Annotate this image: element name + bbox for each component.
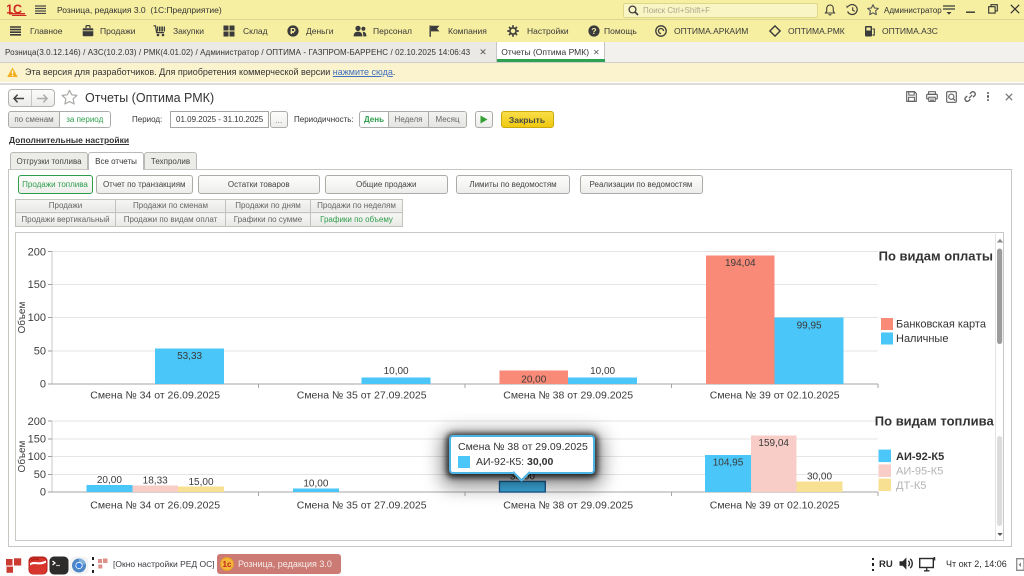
svg-text:P: P: [290, 26, 296, 36]
svg-text:Смена № 38 от 29.09.2025: Смена № 38 от 29.09.2025: [503, 389, 633, 401]
svg-text:ДТ-К5: ДТ-К5: [896, 479, 926, 491]
svg-text:Смена № 34 от 26.09.2025: Смена № 34 от 26.09.2025: [90, 389, 220, 401]
svg-text:200: 200: [28, 416, 46, 428]
svg-text:АИ-95-К5: АИ-95-К5: [896, 465, 943, 477]
svg-text:20,00: 20,00: [97, 475, 122, 486]
svg-text:194,04: 194,04: [725, 257, 756, 268]
svg-text:104,95: 104,95: [713, 457, 744, 468]
svg-text:20,00: 20,00: [521, 374, 546, 385]
svg-text:100: 100: [28, 312, 46, 324]
svg-text:15,00: 15,00: [188, 476, 213, 487]
svg-text:10,00: 10,00: [590, 366, 615, 377]
svg-text:0: 0: [40, 378, 46, 390]
svg-text:По видам оплаты: По видам оплаты: [879, 248, 993, 263]
svg-text:0: 0: [40, 486, 46, 498]
svg-text:Смена № 39 от 02.10.2025: Смена № 39 от 02.10.2025: [710, 389, 840, 401]
svg-text:150: 150: [28, 279, 46, 291]
svg-text:По видам топлива: По видам топлива: [875, 413, 995, 428]
svg-text:50: 50: [34, 468, 46, 480]
svg-text:10,00: 10,00: [303, 478, 328, 489]
svg-text:Смена № 35 от 27.09.2025: Смена № 35 от 27.09.2025: [297, 389, 427, 401]
svg-text:1С: 1С: [7, 3, 22, 16]
svg-text:Объем: Объем: [16, 301, 28, 333]
svg-text:53,33: 53,33: [177, 351, 202, 362]
svg-text:99,95: 99,95: [797, 320, 822, 331]
svg-text:Смена № 39 от 02.10.2025: Смена № 39 от 02.10.2025: [710, 499, 840, 511]
svg-text:АИ-92-К5: АИ-92-К5: [896, 450, 944, 462]
svg-text:50: 50: [34, 345, 46, 357]
svg-text:159,04: 159,04: [758, 438, 789, 449]
svg-text:Смена № 38 от 29.09.2025: Смена № 38 от 29.09.2025: [503, 499, 633, 511]
svg-text:10,00: 10,00: [384, 366, 409, 377]
svg-text:200: 200: [28, 246, 46, 258]
svg-text:Наличные: Наличные: [896, 333, 948, 345]
svg-text:1с: 1с: [223, 560, 232, 569]
svg-text:Банковская карта: Банковская карта: [896, 318, 987, 330]
svg-text:Смена № 34 от 26.09.2025: Смена № 34 от 26.09.2025: [90, 499, 220, 511]
svg-text:Смена № 35 от 27.09.2025: Смена № 35 от 27.09.2025: [297, 499, 427, 511]
svg-text:Объем: Объем: [16, 440, 28, 472]
svg-text:?: ?: [591, 26, 596, 36]
svg-text:150: 150: [28, 433, 46, 445]
svg-text:30,00: 30,00: [807, 471, 832, 482]
svg-text:100: 100: [28, 451, 46, 463]
svg-text:18,33: 18,33: [143, 475, 168, 486]
